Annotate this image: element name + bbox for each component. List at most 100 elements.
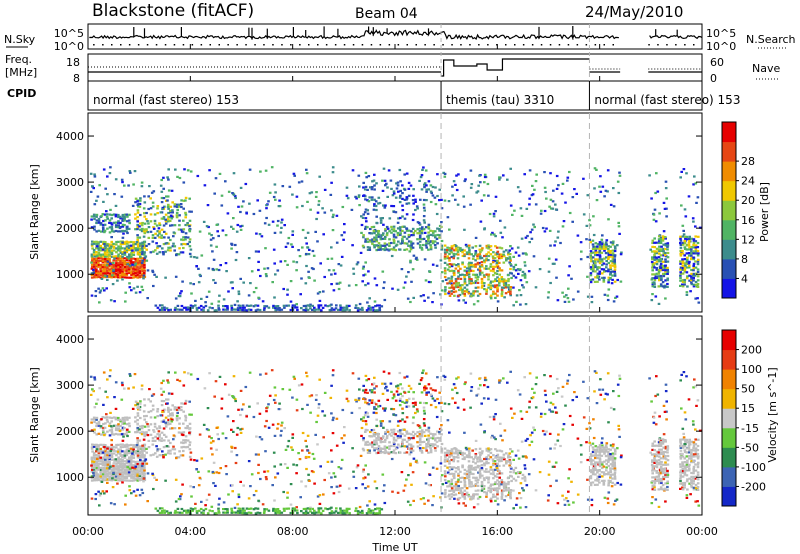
velocity-cell (523, 376, 526, 379)
power-cell (186, 236, 190, 239)
velocity-cell (423, 434, 427, 437)
power-cell (141, 227, 144, 230)
velocity-cell (160, 404, 164, 407)
velocity-cell (283, 509, 286, 512)
velocity-cell (114, 416, 118, 419)
velocity-cell (358, 407, 361, 410)
velocity-cell (106, 465, 109, 468)
power-cell (493, 271, 497, 275)
velocity-cell (606, 393, 609, 396)
power-cell (184, 243, 188, 246)
velocity-cell (106, 447, 109, 450)
velocity-cell (140, 471, 144, 474)
velocity-cell (93, 477, 96, 480)
velocity-cell (176, 406, 179, 409)
velocity-cell (145, 431, 148, 434)
power-cell (162, 197, 166, 200)
velocity-cell (224, 465, 228, 468)
velocity-cell (106, 460, 109, 463)
power-cell (136, 220, 139, 223)
power-cell (560, 192, 564, 195)
velocity-cell (366, 443, 370, 446)
power-cell (685, 248, 689, 251)
power-cell (412, 231, 416, 234)
power-cell (359, 308, 362, 311)
power-cell (154, 304, 158, 307)
velocity-cell (694, 500, 697, 503)
velocity-cell (561, 385, 565, 388)
power-cell (91, 240, 94, 243)
power-cell (212, 279, 215, 282)
power-cell (461, 273, 464, 276)
velocity-cell (99, 452, 103, 455)
power-cell (613, 255, 617, 258)
power-cell (181, 308, 184, 311)
power-cell (394, 244, 398, 247)
search-noise-dot (594, 44, 597, 46)
velocity-cell (121, 464, 125, 467)
velocity-cell (170, 418, 174, 421)
velocity-cell (682, 371, 686, 374)
power-cell (272, 306, 275, 309)
power-cell (685, 277, 689, 280)
velocity-cell (566, 382, 569, 385)
power-cell (121, 252, 124, 256)
power-cell (212, 237, 215, 240)
velocity-cell (143, 475, 146, 478)
power-cell (212, 258, 216, 261)
power-cell (108, 255, 112, 258)
velocity-cell (95, 450, 98, 453)
power-cell (609, 255, 612, 258)
velocity-cell (173, 406, 177, 409)
velocity-cell (99, 458, 103, 461)
power-cell (317, 304, 320, 307)
power-cell (184, 196, 188, 199)
power-cell (112, 268, 115, 271)
velocity-cell (182, 384, 186, 387)
power-cell (480, 280, 484, 283)
velocity-cell (178, 379, 182, 383)
velocity-cell (169, 414, 172, 417)
power-cell (92, 251, 96, 254)
power-cell (283, 224, 286, 227)
power-cell (145, 248, 148, 251)
velocity-cell (102, 449, 105, 453)
power-cell (318, 299, 322, 302)
velocity-cell (546, 499, 550, 502)
power-cell (104, 249, 107, 252)
power-cell (523, 173, 526, 176)
velocity-cell (365, 423, 368, 426)
velocity-cell (129, 374, 132, 377)
velocity-cell (179, 431, 183, 434)
power-cell (163, 306, 166, 309)
power-cell (420, 227, 424, 230)
velocity-cell (330, 449, 333, 452)
power-cell (123, 249, 127, 252)
velocity-cell (123, 471, 127, 474)
power-cell (139, 263, 142, 266)
velocity-cell (665, 418, 668, 421)
velocity-cell (140, 464, 144, 468)
velocity-cell (136, 446, 140, 449)
power-cell (388, 244, 391, 247)
power-cell (420, 174, 424, 177)
power-cell (495, 263, 499, 267)
velocity-cell (143, 425, 147, 428)
power-cell (323, 275, 326, 279)
power-cell (97, 217, 101, 221)
power-cell (414, 208, 417, 212)
power-cell (132, 261, 135, 264)
velocity-cell (317, 507, 320, 510)
velocity-cell (199, 507, 203, 511)
power-cell (116, 247, 120, 250)
power-cell (401, 204, 404, 207)
power-cell (169, 308, 172, 311)
power-cell (592, 233, 596, 237)
power-cell (255, 232, 258, 235)
power-cell (660, 245, 663, 248)
search-noise-dot (505, 44, 507, 46)
velocity-cell (207, 470, 211, 473)
power-cell (364, 171, 368, 174)
power-cell (694, 272, 698, 275)
velocity-cell (292, 463, 295, 466)
